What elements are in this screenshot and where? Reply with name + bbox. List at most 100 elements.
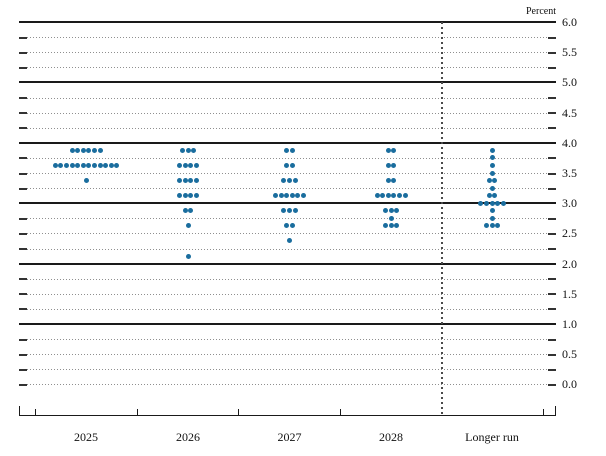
projection-dot — [478, 200, 484, 206]
projection-dot — [177, 162, 183, 168]
projection-dot — [489, 185, 495, 191]
projection-dot — [182, 162, 188, 168]
gridline-left-tick — [19, 353, 27, 356]
projection-dot — [284, 223, 290, 229]
projection-dot — [191, 147, 197, 153]
y-axis-label: 0.5 — [562, 347, 577, 362]
gridline-right-tick — [548, 217, 556, 220]
gridline-left-tick — [19, 66, 27, 69]
gridline-left-tick — [19, 368, 27, 371]
projection-dot — [284, 193, 290, 199]
gridline-right-tick — [548, 112, 556, 115]
gridline-right-tick — [548, 353, 556, 356]
x-axis-tick — [340, 409, 341, 415]
gridline-solid — [19, 141, 556, 144]
projection-dot — [486, 193, 492, 199]
projection-dot — [380, 193, 386, 199]
projection-dot — [86, 162, 92, 168]
projection-dot — [69, 147, 75, 153]
gridline-right-tick — [548, 383, 556, 386]
gridline-left-tick — [19, 248, 27, 250]
projection-dot — [483, 223, 489, 229]
projection-dot — [52, 162, 58, 168]
projection-dot — [495, 223, 501, 229]
gridline-right-tick — [548, 51, 556, 54]
gridline-right-tick — [548, 293, 556, 296]
projection-dot — [287, 238, 292, 244]
gridline-dotted — [27, 157, 548, 159]
projection-dot — [63, 162, 69, 168]
projection-dot — [103, 162, 109, 168]
y-axis-label: 1.5 — [562, 286, 577, 301]
projection-dot — [489, 162, 495, 168]
projection-dot — [179, 147, 185, 153]
projection-dot — [75, 162, 81, 168]
gridline-left-tick — [19, 383, 27, 386]
projection-dot — [69, 162, 75, 168]
projection-dot — [394, 223, 400, 229]
gridline-dotted — [27, 339, 548, 341]
gridline-left-tick — [19, 278, 27, 281]
y-axis-label: 3.5 — [562, 166, 577, 180]
projection-dot — [284, 162, 290, 168]
projection-dot — [292, 178, 298, 184]
x-axis-tick — [543, 409, 544, 415]
projection-dot — [385, 162, 391, 168]
projection-dot — [185, 223, 191, 229]
projection-dot — [391, 147, 397, 153]
projection-dot — [284, 147, 290, 153]
projection-dot — [182, 178, 188, 184]
gridline-dotted — [27, 97, 548, 99]
projection-dot — [292, 208, 298, 214]
x-axis-label: 2027 — [277, 430, 302, 444]
gridline-dotted — [27, 384, 548, 386]
projection-dot — [295, 193, 301, 199]
projection-dot — [388, 215, 394, 221]
gridline-dotted — [27, 369, 548, 371]
gridline-right-tick — [548, 36, 556, 39]
x-axis-label: 2028 — [379, 430, 403, 444]
projection-dot — [80, 147, 86, 153]
gridline-dotted — [27, 233, 548, 235]
projection-dot — [86, 147, 92, 153]
projection-dot — [385, 178, 391, 184]
projection-dot — [97, 162, 103, 168]
gridline-left-tick — [19, 232, 27, 235]
gridline-dotted — [27, 308, 548, 310]
projection-dot — [385, 147, 391, 153]
projection-dot — [177, 193, 183, 199]
projection-dot — [287, 208, 292, 214]
projection-dot — [382, 223, 388, 229]
gridline-solid — [19, 262, 556, 265]
projection-dot — [281, 178, 287, 184]
projection-dot — [287, 178, 292, 184]
projection-dot — [188, 162, 194, 168]
gridline-solid — [19, 81, 556, 84]
gridline-left-tick — [19, 172, 27, 175]
x-axis-tick — [238, 409, 239, 415]
gridline-dotted — [27, 278, 548, 280]
gridline-left-tick — [19, 338, 27, 341]
projection-dot — [396, 193, 402, 199]
projection-dot — [489, 223, 495, 229]
gridline-left-tick — [19, 112, 27, 115]
projection-dot — [91, 162, 97, 168]
gridline-left-tick — [19, 308, 27, 311]
y-axis-unit-label: Percent — [526, 6, 556, 17]
projection-dot — [185, 147, 191, 153]
gridline-dotted — [27, 354, 548, 356]
y-axis-label: 2.5 — [562, 226, 577, 241]
gridline-left-tick — [19, 97, 27, 99]
gridline-dotted — [27, 293, 548, 295]
y-axis-label: 5.5 — [562, 45, 577, 60]
projection-dot — [97, 147, 103, 153]
gridline-dotted — [27, 188, 548, 190]
projection-dot — [391, 178, 397, 184]
y-axis-label: 4.5 — [562, 105, 577, 120]
projection-dot — [182, 193, 188, 199]
projection-dot — [374, 193, 380, 199]
x-axis-line — [19, 415, 556, 416]
x-axis-tick — [136, 409, 138, 415]
x-axis-label: 2025 — [74, 430, 98, 444]
